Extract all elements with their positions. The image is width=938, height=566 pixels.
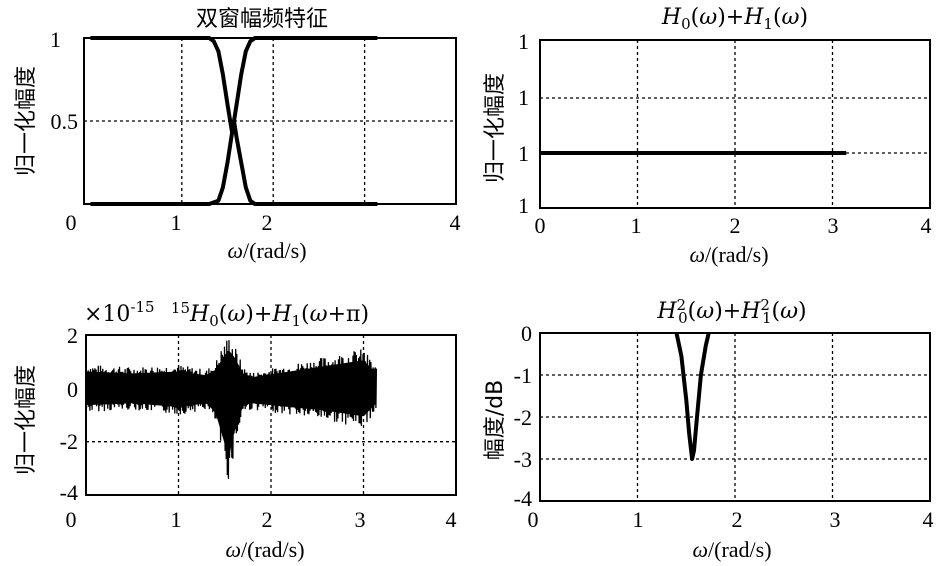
plot-frame: [539, 332, 931, 502]
x-tick-label: 2: [732, 507, 743, 532]
y-tick-label: -3: [514, 447, 532, 472]
plot-frame: [539, 39, 931, 209]
series-line-2: [90, 36, 378, 206]
x-tick-label: 1: [633, 507, 644, 532]
x-tick-label: 4: [923, 507, 934, 532]
x-tick-label: 4: [450, 210, 461, 235]
y-axis-label: 归一化幅度: [14, 66, 39, 176]
x-tick-label: 0: [528, 507, 539, 532]
plot-frame: [85, 334, 457, 496]
x-tick-label: 2: [262, 210, 273, 235]
panel-alias-response: ×10-15 15H0(ω)+H1(ω+π) 2 0 -2 -4 0 1 2 3…: [14, 298, 457, 562]
x-tick-label: 3: [355, 507, 366, 532]
x-tick-label: 1: [171, 507, 182, 532]
y-tick-label: 1: [518, 29, 529, 54]
x-tick-label: 2: [262, 507, 273, 532]
x-tick-label: 4: [446, 507, 457, 532]
y-tick-label: 1: [518, 85, 529, 110]
chart-title: 15H0(ω)+H1(ω+π): [171, 299, 369, 330]
y-tick-label: 0: [67, 377, 78, 402]
y-tick-label: -4: [60, 480, 78, 505]
y-tick-label: -1: [514, 363, 532, 388]
x-tick-label: 0: [66, 507, 77, 532]
panel-power-sum-response: H2 0(ω)+H2 1(ω) 0 -1 -2 -3 -4 0 1 2 3 4 ω/…: [483, 296, 934, 562]
chart-title: H0(ω)+H1(ω): [661, 5, 808, 33]
x-tick-label: 2: [730, 213, 741, 238]
y-tick-label: 2: [67, 323, 78, 348]
y-tick-label: 1: [50, 27, 61, 52]
x-tick-label: 4: [921, 213, 932, 238]
y-axis-label: 归一化幅度: [483, 73, 508, 183]
x-axis-label: ω/(rad/s): [692, 537, 771, 562]
x-axis-label: ω/(rad/s): [227, 238, 306, 263]
y-tick-label: 0.5: [51, 109, 79, 134]
panel-window-response: 双窗幅频特征 1 0.5 0 1 2 4 ω/(rad/s) 归一化幅度: [14, 7, 461, 263]
x-tick-label: 0: [66, 210, 77, 235]
x-tick-label: 0: [535, 213, 546, 238]
x-tick-label: 3: [830, 507, 841, 532]
x-axis-label: ω/(rad/s): [225, 537, 304, 562]
x-axis-label: ω/(rad/s): [689, 242, 768, 267]
y-tick-label: -4: [514, 486, 532, 511]
series-noise-band: [86, 351, 377, 456]
y-tick-label: -2: [514, 405, 532, 430]
x-tick-label: 1: [631, 213, 642, 238]
y-tick-label: 1: [518, 193, 529, 218]
y-axis-label: 归一化幅度: [14, 365, 39, 475]
y-tick-label: 1: [518, 141, 529, 166]
x-tick-label: 3: [828, 213, 839, 238]
x-tick-label: 1: [171, 210, 182, 235]
y-tick-label: -2: [60, 429, 78, 454]
y-axis-label: 幅度/dB: [483, 380, 508, 460]
chart-title: 双窗幅频特征: [196, 7, 328, 32]
panel-sum-response: H0(ω)+H1(ω) 1 1 1 1 0 1 2 3 4 ω/(rad/s) …: [483, 5, 932, 267]
series-line-1: [674, 332, 711, 461]
scale-factor-label: ×10-15: [84, 298, 155, 327]
chart-title: H2 0(ω)+H2 1(ω): [656, 296, 806, 327]
y-tick-label: 0: [521, 321, 532, 346]
